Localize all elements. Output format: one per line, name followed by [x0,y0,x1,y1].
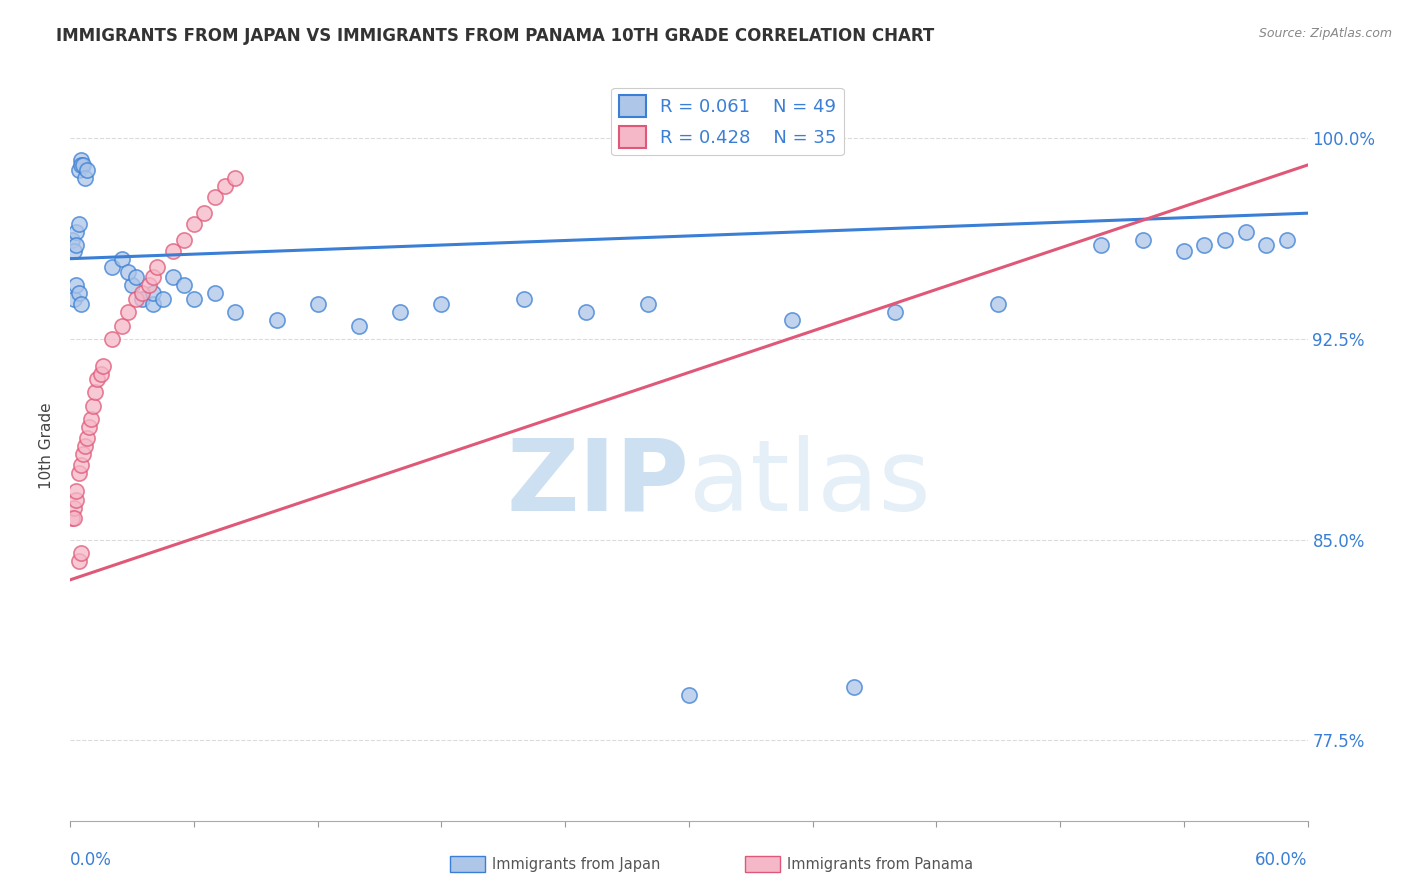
Point [60,511,83,525]
Point [69,158,91,172]
Legend: R = 0.061    N = 49, R = 0.428    N = 35: R = 0.061 N = 49, R = 0.428 N = 35 [612,88,844,155]
Point [780,313,803,327]
Y-axis label: 10th Grade: 10th Grade [39,402,55,490]
Text: Immigrants from Panama: Immigrants from Panama [787,857,973,871]
Point [67,466,90,480]
Point [204,190,226,204]
Point [1173,244,1195,258]
Point [69,546,91,560]
Point [65,238,87,252]
Point [678,688,700,702]
Point [80,412,103,426]
Point [204,286,226,301]
Point [131,286,153,301]
Point [111,252,134,266]
Point [1275,233,1298,247]
Point [131,292,153,306]
Point [142,297,165,311]
Point [117,305,139,319]
Point [1256,238,1278,252]
Point [63,244,86,258]
Point [77,420,100,434]
Point [389,305,412,319]
Point [91,359,114,373]
Point [73,439,96,453]
Point [162,270,184,285]
Point [183,217,205,231]
Point [76,163,98,178]
Point [1090,238,1112,252]
Point [63,500,86,515]
Point [121,278,143,293]
Point [69,297,91,311]
Point [69,153,91,167]
Text: 60.0%: 60.0% [1256,851,1308,869]
Point [1194,238,1216,252]
Point [111,318,134,333]
Point [117,265,139,279]
Point [65,278,87,293]
Point [347,318,370,333]
Point [142,270,165,285]
Point [100,332,122,346]
Point [884,305,907,319]
Point [82,399,104,413]
Point [90,367,112,381]
Point [125,292,148,306]
Point [63,511,86,525]
Point [513,292,536,306]
Point [100,260,122,274]
Point [183,292,205,306]
Point [307,297,329,311]
Point [65,484,87,499]
Text: atlas: atlas [689,435,931,532]
Point [214,179,236,194]
Point [224,305,246,319]
Point [67,554,90,568]
Point [142,286,165,301]
Point [67,163,90,178]
Point [193,206,215,220]
Point [146,260,169,274]
Text: 0.0%: 0.0% [70,851,112,869]
Point [162,244,184,258]
Point [173,278,195,293]
Text: IMMIGRANTS FROM JAPAN VS IMMIGRANTS FROM PANAMA 10TH GRADE CORRELATION CHART: IMMIGRANTS FROM JAPAN VS IMMIGRANTS FROM… [56,27,935,45]
Point [67,286,90,301]
Point [72,447,94,461]
Text: Source: ZipAtlas.com: Source: ZipAtlas.com [1258,27,1392,40]
Point [266,313,288,327]
Text: ZIP: ZIP [506,435,689,532]
Point [138,278,160,293]
Point [69,458,91,472]
Point [430,297,453,311]
Point [1132,233,1154,247]
Point [173,233,195,247]
Point [575,305,598,319]
Point [84,385,107,400]
Point [125,270,148,285]
Point [72,158,94,172]
Point [60,233,83,247]
Point [637,297,659,311]
Point [224,171,246,186]
Text: Immigrants from Japan: Immigrants from Japan [492,857,661,871]
Point [987,297,1010,311]
Point [1234,225,1257,239]
Point [65,225,87,239]
Point [63,292,86,306]
Point [73,171,96,186]
Point [152,292,174,306]
Point [67,217,90,231]
Point [1213,233,1236,247]
Point [86,372,108,386]
Point [76,431,98,445]
Point [842,680,865,694]
Point [65,492,87,507]
